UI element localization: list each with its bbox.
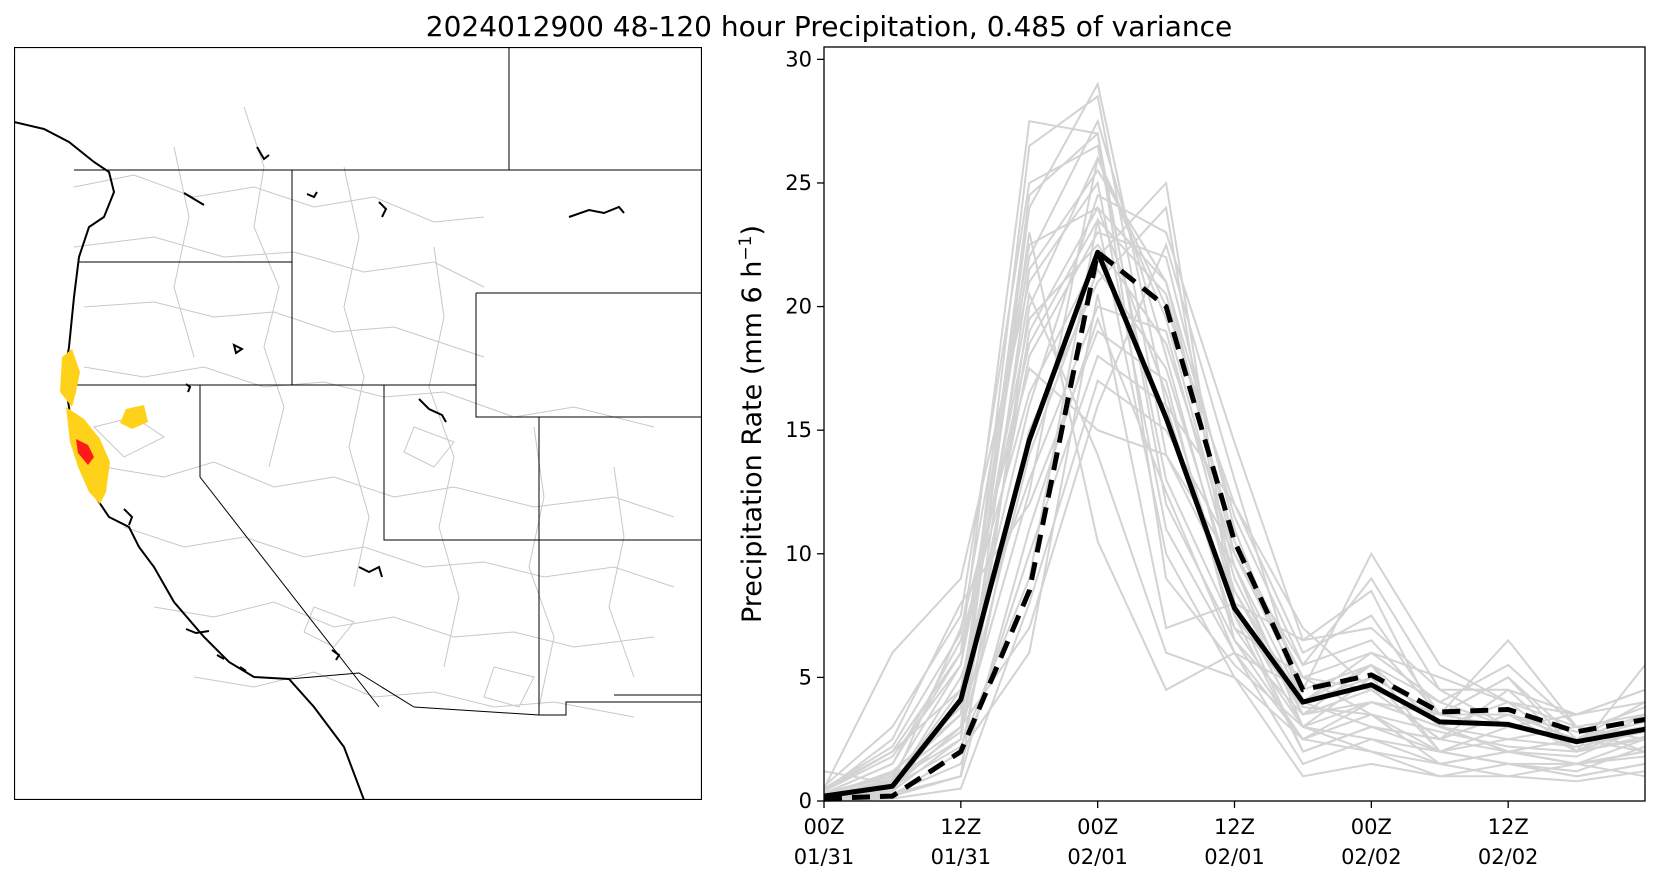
dashed-mean-line [823, 249, 1646, 801]
x-tick-label-date: 01/31 [931, 845, 992, 869]
ensemble-member-line [823, 193, 1646, 798]
x-tick-label-time: 00Z [1077, 815, 1118, 839]
ensemble-members-layer [823, 81, 1646, 802]
y-axis-label-superscript: −1 [736, 236, 756, 261]
x-tick-label-date: 02/01 [1204, 845, 1265, 869]
x-tick-label-time: 12Z [940, 815, 981, 839]
ensemble-member-line [823, 315, 1646, 802]
y-axis: 0 5 10 15 20 25 30 [785, 47, 824, 813]
ensemble-member-line [823, 168, 1646, 800]
y-tick-label: 15 [785, 418, 812, 442]
ensemble-member-line [823, 144, 1646, 787]
ensemble-member-line [823, 243, 1646, 792]
x-tick-label-time: 00Z [1351, 815, 1392, 839]
ensemble-member-line [823, 206, 1646, 790]
map-precip-high-areas [76, 439, 94, 465]
mean-lines-layer [823, 249, 1646, 801]
x-tick-label-time: 00Z [803, 815, 844, 839]
y-tick-label: 5 [799, 665, 812, 689]
y-tick-label: 25 [785, 171, 812, 195]
map-watershed-lines [73, 106, 675, 718]
y-axis-label: Precipitation Rate (mm 6 h−1) [736, 225, 768, 623]
figure-title: 2024012900 48-120 hour Precipitation, 0.… [425, 10, 1233, 43]
x-tick-label-date: 02/01 [1067, 845, 1128, 869]
map-lakes [123, 146, 625, 672]
y-axis-label-close: ) [737, 225, 768, 236]
x-tick-label-time: 12Z [1488, 815, 1529, 839]
ensemble-member-line [823, 154, 1646, 798]
y-tick-label: 0 [799, 789, 812, 813]
y-axis-label-main: Precipitation Rate (mm 6 h [737, 261, 768, 623]
ensemble-member-line [823, 267, 1646, 800]
y-tick-label: 30 [785, 47, 812, 71]
map-state-borders [74, 47, 702, 716]
x-tick-label-date: 02/02 [1341, 845, 1402, 869]
x-tick-label-date: 02/02 [1478, 845, 1539, 869]
map-panel [14, 47, 702, 800]
y-tick-label: 20 [785, 295, 812, 319]
x-tick-label-date: 01/31 [794, 845, 855, 869]
x-axis: 00Z 01/31 12Z 01/31 00Z 02/01 12Z 02/01 00Z 02/02… [794, 801, 1539, 869]
y-tick-label: 10 [785, 542, 812, 566]
solid-mean-line [823, 249, 1646, 799]
x-tick-label-time: 12Z [1214, 815, 1255, 839]
